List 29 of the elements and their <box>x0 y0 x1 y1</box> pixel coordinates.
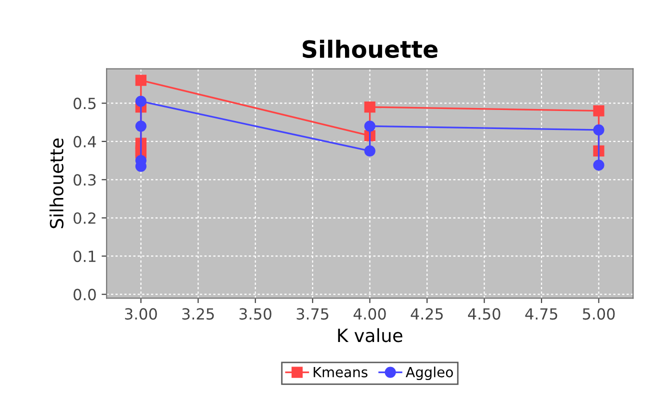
y-tick-label: 0.4 <box>74 136 96 148</box>
point <box>593 160 604 171</box>
y-tick-label: 0.0 <box>74 288 96 300</box>
legend-label: Aggleo <box>406 366 453 380</box>
chart-title: Silhouette <box>302 40 438 58</box>
point <box>364 101 376 113</box>
y-tick-label: 0.5 <box>74 98 96 110</box>
point <box>135 120 146 132</box>
x-tick-label: 3.25 <box>182 308 214 320</box>
x-tick-label: 3.00 <box>125 308 157 320</box>
y-tick-label: 0.1 <box>74 250 96 262</box>
point <box>135 74 146 86</box>
x-tick-label: 4.75 <box>525 308 558 320</box>
x-tick-label: 4.50 <box>468 308 500 320</box>
x-tick-label: 3.75 <box>296 308 328 320</box>
point <box>593 124 604 136</box>
x-tick-label: 5.00 <box>582 308 615 320</box>
y-tick-label: 0.3 <box>74 174 96 186</box>
point <box>135 96 146 107</box>
point <box>593 105 604 116</box>
point <box>364 120 376 132</box>
x-tick-label: 4.25 <box>410 308 443 320</box>
x-tick-label: 4.00 <box>354 308 386 320</box>
x-tick-label: 3.50 <box>240 308 272 320</box>
point <box>364 145 376 157</box>
y-tick-label: 0.2 <box>74 212 96 224</box>
x-axis-title: K value <box>338 328 402 342</box>
legend-label: Kmeans <box>314 367 368 378</box>
y-axis-title: Silhouette <box>50 138 64 228</box>
